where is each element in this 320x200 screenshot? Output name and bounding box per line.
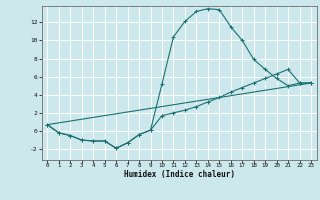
X-axis label: Humidex (Indice chaleur): Humidex (Indice chaleur) (124, 170, 235, 179)
